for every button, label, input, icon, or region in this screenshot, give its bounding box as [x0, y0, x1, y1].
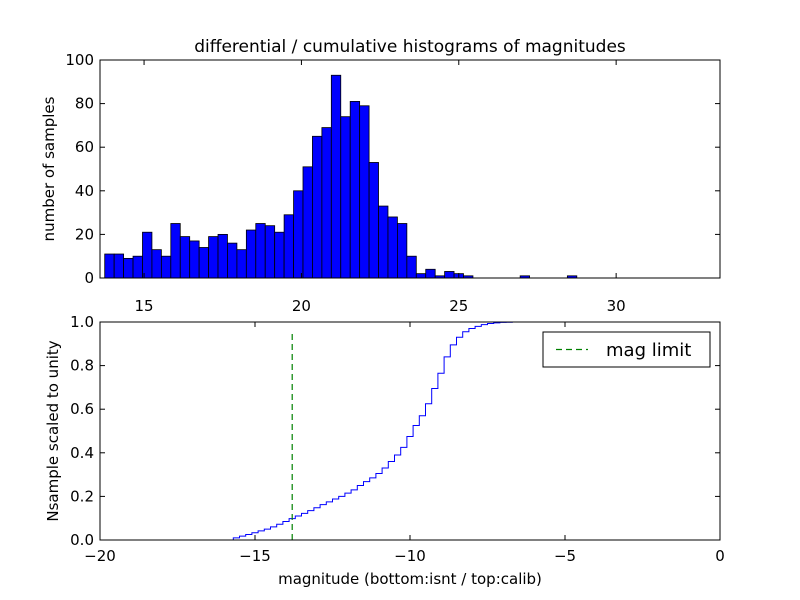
- y-tick-label: 0.2: [70, 487, 94, 505]
- bottom-y-axis-label: Nsample scaled to unity: [44, 340, 62, 521]
- y-tick-label: 0.4: [70, 444, 94, 462]
- x-tick-label: −5: [554, 547, 576, 565]
- histogram-bar: [151, 249, 162, 279]
- y-tick-label: 20: [75, 225, 94, 243]
- histogram-bar: [387, 216, 398, 279]
- histogram-bar: [415, 273, 427, 279]
- histogram-bar: [255, 223, 266, 279]
- legend-label: mag limit: [606, 340, 691, 361]
- histogram-bar: [274, 231, 285, 279]
- x-tick-label: 0: [715, 547, 725, 565]
- histogram-bar: [123, 257, 134, 279]
- y-tick-label: 40: [75, 182, 94, 200]
- top-y-axis-label: number of samples: [40, 96, 58, 241]
- y-tick-label: 0.8: [70, 357, 94, 375]
- y-tick-label: 80: [75, 95, 94, 113]
- bottom-axes: 0.0 0.2 0.4 0.6 0.8 1.0 −20 −15 −10 −5 0: [70, 313, 725, 565]
- x-tick-label: 15: [135, 297, 154, 315]
- y-tick-label: 100: [65, 51, 94, 69]
- histogram-bar: [217, 233, 228, 279]
- histogram-bar: [227, 242, 238, 279]
- histogram-bar: [321, 127, 332, 279]
- histogram-bar: [113, 253, 125, 279]
- y-tick-label: 0.6: [70, 400, 94, 418]
- histogram-bar: [425, 268, 436, 279]
- x-tick-label: −15: [239, 547, 271, 565]
- histogram-bar: [104, 253, 115, 279]
- x-tick-label: −10: [394, 547, 426, 565]
- histogram-bar: [302, 166, 313, 279]
- histogram-bar: [359, 105, 370, 279]
- histogram-bar: [142, 231, 153, 279]
- y-tick-label: 60: [75, 138, 94, 156]
- histogram-bar: [340, 116, 351, 279]
- x-tick-label: 25: [449, 297, 468, 315]
- top-histogram-bars: [104, 74, 578, 279]
- top-chart-title: differential / cumulative histograms of …: [194, 37, 626, 57]
- histogram-bar: [293, 190, 304, 279]
- top-histogram-panel: differential / cumulative histograms of …: [40, 37, 721, 315]
- histogram-bar: [264, 225, 276, 279]
- histogram-bar: [283, 214, 294, 279]
- top-axes: 0 20 40 60 80 100 15 20 25 30: [65, 51, 720, 315]
- histogram-bar: [368, 162, 379, 279]
- bottom-cumulative-lines: [100, 321, 721, 541]
- bottom-cumulative-panel: 0.0 0.2 0.4 0.6 0.8 1.0 −20 −15 −10 −5 0 magnitude…: [44, 313, 725, 588]
- histogram-bar: [160, 255, 172, 279]
- y-tick-label: 1.0: [70, 313, 94, 331]
- histogram-bar: [236, 249, 247, 279]
- bottom-x-axis-label: magnitude (bottom:isnt / top:calib): [278, 570, 542, 588]
- x-tick-label: 30: [607, 297, 626, 315]
- top-plot-frame: [99, 59, 721, 279]
- histogram-bar: [132, 255, 143, 279]
- y-tick-label: 0.0: [70, 531, 94, 549]
- histogram-bar: [330, 74, 342, 279]
- histogram-bar: [189, 240, 200, 279]
- histogram-bar: [245, 229, 257, 279]
- histogram-bar: [378, 205, 389, 279]
- x-tick-label: 20: [292, 297, 311, 315]
- histogram-bar: [170, 223, 181, 279]
- legend: mag limit: [542, 331, 711, 368]
- histogram-bar: [406, 255, 417, 279]
- x-tick-label: −20: [84, 547, 116, 565]
- cumulative-step-line: [100, 321, 721, 541]
- histogram-bar: [179, 236, 191, 279]
- histogram-bar: [208, 236, 219, 279]
- y-tick-label: 0: [84, 269, 94, 287]
- histogram-bar: [444, 271, 455, 279]
- histogram-bar: [397, 223, 408, 279]
- histogram-bar: [312, 135, 323, 279]
- histogram-bar: [198, 247, 209, 279]
- histogram-bar: [349, 101, 361, 279]
